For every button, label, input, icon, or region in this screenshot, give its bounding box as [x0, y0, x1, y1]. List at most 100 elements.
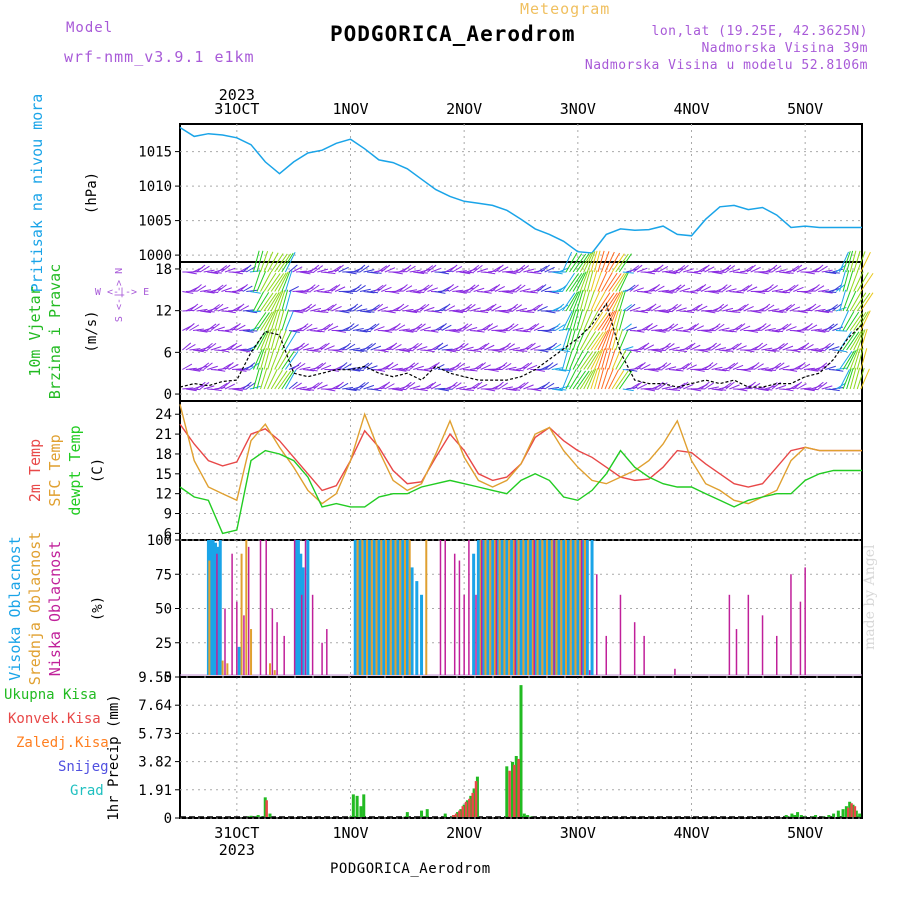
- high-cloud-bar: [410, 567, 414, 675]
- wind-barb: [593, 250, 601, 273]
- wind-barb: [608, 328, 615, 351]
- wind-barb: [796, 329, 808, 331]
- wind-barb: [544, 310, 556, 314]
- wind-barb: [448, 365, 460, 370]
- wind-barb: [565, 348, 574, 370]
- low-cloud-bar: [747, 594, 750, 675]
- wind-barb: [654, 330, 666, 333]
- wind-barb: [238, 284, 248, 292]
- wind-barb: [217, 265, 228, 273]
- wind-barb: [775, 269, 787, 273]
- mid-cloud-bar: [425, 540, 428, 675]
- wind-barb: [849, 367, 857, 390]
- mid-cloud-bar: [403, 540, 406, 675]
- wind-barb: [295, 291, 307, 294]
- wind-barb: [200, 330, 212, 332]
- wind-barb: [757, 367, 769, 370]
- wind-barb: [764, 328, 776, 331]
- wind-barb: [700, 330, 712, 333]
- wind-barb: [207, 365, 218, 370]
- wind-barb: [309, 264, 320, 273]
- wind-barb: [320, 342, 330, 351]
- total-precip-bar: [256, 815, 260, 817]
- wind-barb: [182, 342, 192, 351]
- wind-barb: [782, 345, 794, 351]
- total-precip-bar: [405, 812, 409, 817]
- wind-barb: [537, 284, 547, 292]
- wind-barb: [306, 327, 318, 331]
- wind-barb: [700, 264, 710, 273]
- wind-barb: [743, 306, 754, 312]
- wind-barb: [654, 264, 664, 273]
- wind-barb: [778, 323, 789, 331]
- total-precip-bar: [475, 776, 479, 817]
- wind-barb: [242, 381, 252, 390]
- wind-barb: [761, 369, 773, 372]
- wind-barb: [810, 284, 820, 292]
- wind-barb: [462, 303, 472, 312]
- wind-barb: [452, 382, 462, 390]
- wind-barb: [668, 303, 679, 312]
- mid-cloud-bar: [546, 540, 549, 675]
- mid-cloud-bar: [489, 540, 492, 675]
- mid-cloud-bar: [536, 540, 539, 675]
- wind-barb: [697, 284, 707, 292]
- precip-tick-label: 9.55: [138, 670, 172, 686]
- wind-barb: [498, 362, 508, 370]
- wind-barb: [444, 305, 456, 312]
- wind-barb: [860, 328, 868, 351]
- wind-barb: [818, 289, 830, 292]
- low-cloud-bar: [804, 567, 806, 675]
- wind-barb: [519, 381, 529, 390]
- wind-barb: [487, 325, 498, 331]
- wind-barb: [551, 271, 563, 275]
- wind-barb: [252, 312, 267, 331]
- wind-barb: [363, 362, 373, 370]
- wind-barb: [693, 303, 703, 312]
- wind-barb: [540, 286, 552, 292]
- wind-barb: [569, 328, 576, 351]
- high-cloud-bar: [415, 581, 419, 675]
- wind-barb: [292, 266, 303, 273]
- wind-barb: [743, 265, 754, 273]
- wind-barb: [611, 291, 623, 312]
- wind-barb: [775, 384, 787, 390]
- high-cloud-bar: [486, 540, 490, 675]
- conv-precip-bar: [464, 801, 468, 817]
- total-precip-bar: [465, 800, 469, 817]
- wind-barb: [579, 351, 594, 370]
- high-cloud-bar: [547, 540, 551, 675]
- wind-barb: [668, 388, 680, 391]
- wind-barb: [828, 388, 840, 392]
- wind-barb: [672, 369, 684, 372]
- wind-barb: [342, 291, 354, 294]
- wind-barb: [430, 267, 442, 273]
- wind-barb: [608, 348, 616, 370]
- mid-cloud-bar: [541, 540, 544, 675]
- wind-barb: [633, 330, 645, 333]
- mid-cloud-bar: [356, 540, 359, 675]
- wind-barb: [846, 367, 854, 390]
- wind-barb: [455, 342, 465, 351]
- wind-barb: [334, 381, 344, 390]
- wind-barb: [356, 349, 368, 352]
- wind-barb: [739, 303, 749, 312]
- low-cloud-bar: [735, 629, 738, 675]
- wind-barb: [764, 349, 776, 353]
- wind-barb: [345, 343, 356, 351]
- low-cloud-bar: [619, 594, 622, 675]
- mid-cloud-bar: [527, 540, 530, 675]
- total-precip-bar: [351, 794, 355, 817]
- wind-barb: [558, 349, 570, 353]
- wind-barb: [252, 270, 261, 292]
- wind-barb: [277, 370, 292, 390]
- total-precip-bar: [456, 812, 460, 817]
- wind-barb: [484, 304, 494, 312]
- wind-barb: [721, 382, 732, 390]
- low-cloud-bar: [293, 540, 296, 675]
- wind-barb: [665, 343, 675, 351]
- wind-barb: [363, 310, 375, 313]
- wind-barb: [842, 290, 852, 312]
- wind-barb: [189, 388, 201, 391]
- wind-barb: [785, 284, 796, 292]
